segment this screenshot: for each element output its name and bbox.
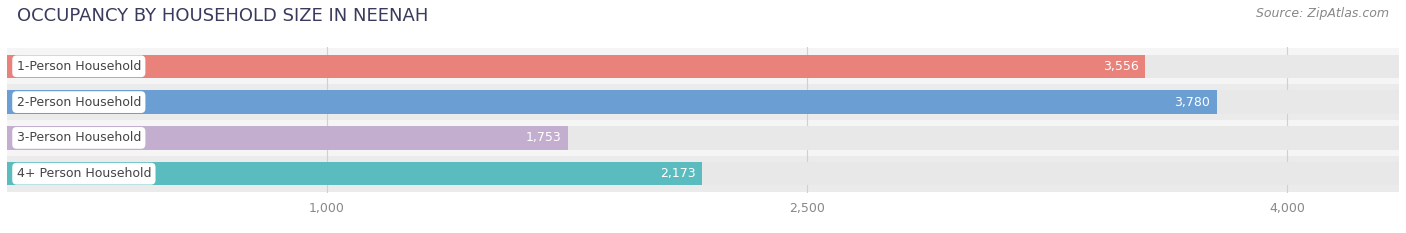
Bar: [7, 162, 1399, 185]
Text: 1,753: 1,753: [526, 131, 561, 144]
Bar: [7, 84, 1399, 120]
Bar: [7, 90, 1216, 114]
Text: 2-Person Household: 2-Person Household: [17, 96, 141, 109]
Bar: [7, 126, 1399, 150]
Text: Source: ZipAtlas.com: Source: ZipAtlas.com: [1256, 7, 1389, 20]
Bar: [7, 156, 1399, 192]
Text: 2,173: 2,173: [661, 167, 696, 180]
Bar: [7, 120, 1399, 156]
Bar: [7, 55, 1399, 78]
Text: 3,780: 3,780: [1174, 96, 1211, 109]
Bar: [7, 48, 1399, 84]
Bar: [7, 90, 1399, 114]
Bar: [7, 55, 1144, 78]
Bar: [7, 126, 568, 150]
Bar: [7, 162, 703, 185]
Text: 4+ Person Household: 4+ Person Household: [17, 167, 150, 180]
Text: 3-Person Household: 3-Person Household: [17, 131, 141, 144]
Text: OCCUPANCY BY HOUSEHOLD SIZE IN NEENAH: OCCUPANCY BY HOUSEHOLD SIZE IN NEENAH: [17, 7, 429, 25]
Text: 3,556: 3,556: [1102, 60, 1139, 73]
Text: 1-Person Household: 1-Person Household: [17, 60, 141, 73]
